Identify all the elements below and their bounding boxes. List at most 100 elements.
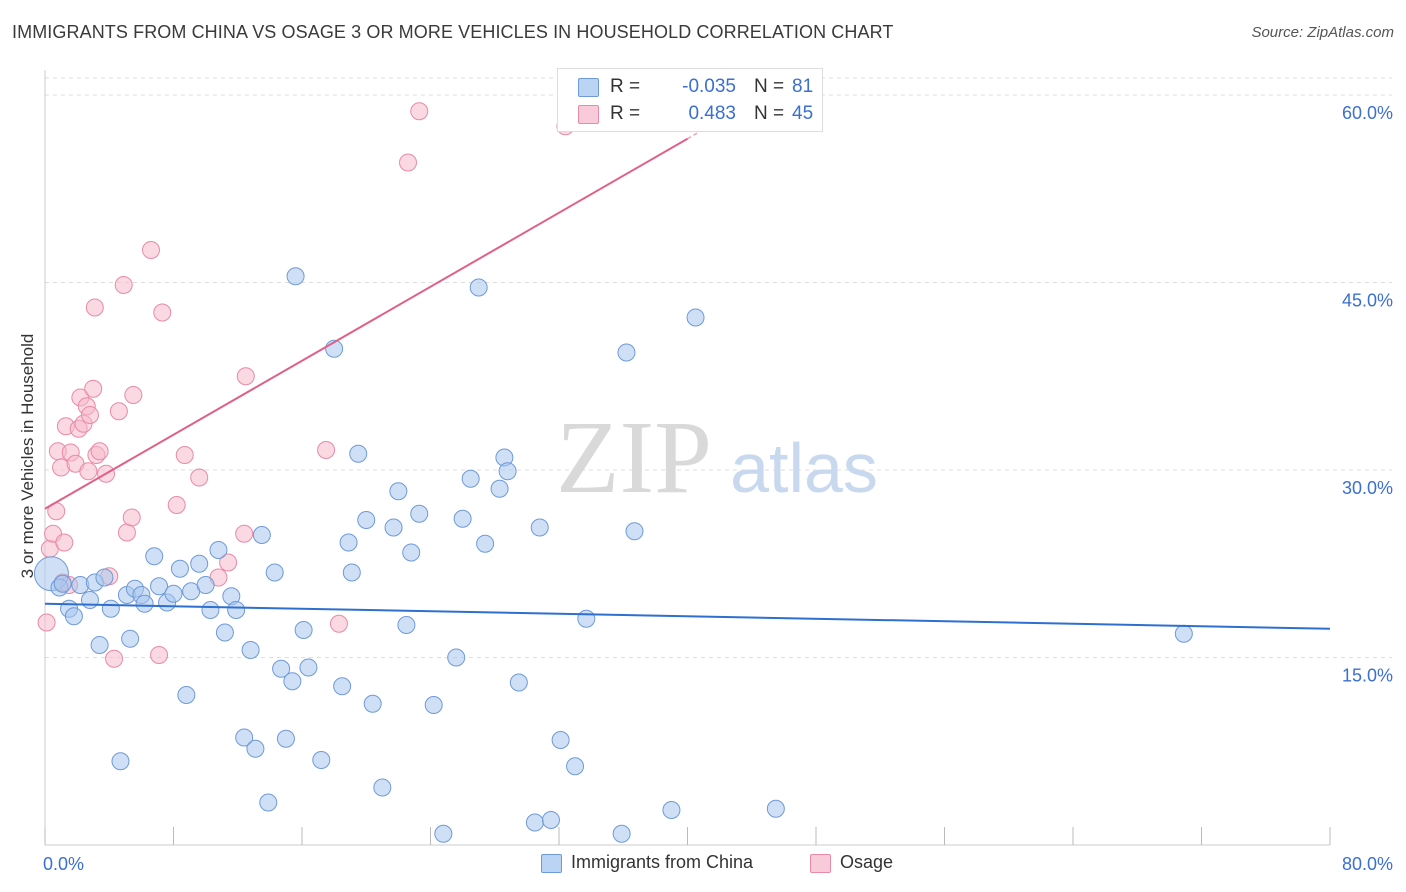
china-point — [617, 343, 636, 362]
china-point — [389, 482, 408, 501]
osage-point — [114, 276, 133, 294]
osage-point — [84, 379, 103, 398]
osage-point — [190, 468, 209, 487]
china-point — [397, 616, 416, 634]
china-points — [33, 267, 1193, 843]
osage-point — [175, 446, 194, 464]
osage-point — [399, 153, 418, 172]
china-point — [453, 509, 472, 528]
y-tick-label: 15.0% — [1342, 666, 1393, 686]
china-point — [424, 696, 443, 714]
osage-point — [329, 614, 348, 633]
china-point — [145, 547, 164, 566]
osage-point — [124, 386, 143, 404]
china-point — [766, 799, 785, 818]
legend-n-value: 81 — [792, 76, 814, 97]
axes — [44, 70, 1331, 846]
china-point — [111, 752, 130, 771]
china-trend-line — [44, 602, 1331, 630]
china-point — [241, 641, 260, 659]
osage-point — [236, 367, 255, 386]
china-point — [252, 526, 271, 544]
legend-label-china: Immigrants from China — [571, 852, 754, 872]
china-point — [434, 824, 453, 843]
legend-n-label: N = — [754, 103, 785, 124]
osage-point — [142, 241, 161, 259]
china-point — [196, 576, 215, 594]
china-point — [272, 659, 291, 678]
legend-swatch-osage — [578, 105, 599, 124]
osage-point — [55, 533, 74, 552]
tick-labels: 15.0% 30.0% 45.0% 60.0% 0.0% 80.0% — [43, 103, 1393, 874]
china-point — [150, 577, 169, 596]
china-point — [509, 673, 528, 692]
china-point — [209, 541, 228, 559]
osage-point — [410, 102, 429, 121]
china-point — [384, 518, 403, 537]
osage-point — [219, 553, 238, 572]
x-tick-label: 80.0% — [1342, 854, 1393, 874]
china-point — [469, 278, 488, 297]
china-point — [333, 677, 352, 696]
legend-n-value: 45 — [792, 103, 814, 124]
china-point — [476, 534, 495, 553]
osage-point — [235, 524, 254, 543]
china-point — [402, 543, 421, 562]
china-point — [294, 621, 313, 639]
osage-point — [80, 406, 99, 424]
china-point — [177, 686, 196, 704]
china-point — [410, 504, 429, 523]
y-tick-label: 60.0% — [1342, 103, 1393, 123]
china-point — [164, 584, 183, 603]
china-point — [541, 811, 560, 829]
china-point — [276, 729, 295, 748]
china-point — [235, 728, 254, 747]
osage-trend-line — [44, 137, 688, 510]
china-point — [227, 601, 246, 619]
china-point — [283, 672, 302, 691]
osage-point — [37, 613, 56, 632]
osage-point — [153, 303, 172, 322]
y-axis-label: 3 or more Vehicles in Household — [18, 333, 37, 579]
china-point — [525, 813, 544, 832]
china-point — [190, 554, 209, 573]
osage-points — [37, 102, 575, 668]
china-point — [259, 793, 278, 812]
y-tick-label: 30.0% — [1342, 478, 1393, 498]
watermark-atlas: atlas — [730, 429, 878, 507]
legend-swatch-china — [578, 78, 599, 97]
osage-point — [90, 442, 109, 461]
source-label: Source: ZipAtlas.com — [1251, 24, 1394, 41]
legend-swatch-china — [541, 854, 562, 873]
osage-point — [117, 523, 136, 542]
china-point — [95, 568, 114, 587]
osage-point — [105, 649, 124, 668]
china-point — [299, 658, 318, 677]
china-point — [447, 648, 466, 667]
china-point — [64, 607, 83, 626]
china-point — [1174, 624, 1193, 643]
legend-n-label: N = — [754, 76, 785, 97]
legend-swatch-osage — [810, 854, 831, 873]
china-point — [53, 574, 72, 593]
china-point — [170, 559, 189, 578]
china-point — [135, 594, 154, 613]
china-point — [286, 267, 305, 286]
osage-point — [109, 402, 128, 421]
correlation-legend: R = -0.035 N = 81 R = 0.483 N = 45 — [557, 68, 823, 132]
china-point — [215, 623, 234, 642]
china-point — [349, 444, 368, 463]
china-point — [342, 563, 361, 582]
china-point — [80, 591, 99, 609]
china-point — [246, 739, 265, 758]
china-point — [121, 629, 140, 648]
china-point — [490, 479, 509, 498]
x-tick-label: 0.0% — [43, 854, 84, 874]
legend-r-label: R = — [610, 76, 641, 97]
china-point — [101, 599, 120, 618]
china-point — [530, 518, 549, 537]
osage-point — [122, 508, 141, 527]
china-point — [265, 563, 284, 582]
osage-point — [150, 646, 169, 664]
